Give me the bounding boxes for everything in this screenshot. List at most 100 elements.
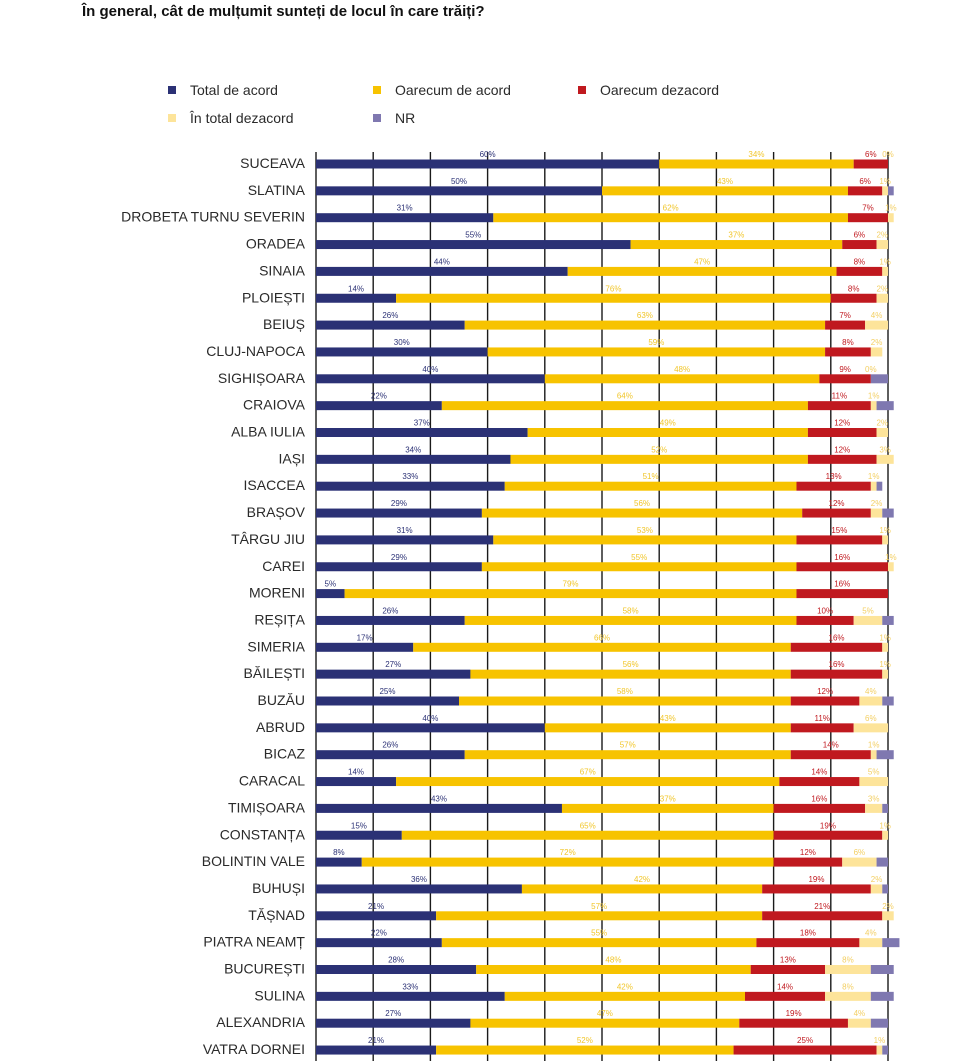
bar-segment-oarecum-dezacord [847, 213, 888, 223]
bar-segment-total-acord [316, 374, 545, 384]
bar-row: BĂILEȘTI 27% 56% 16% 1% [244, 660, 891, 681]
data-label-total-dezacord: 2% [876, 231, 888, 240]
bar-segment-oarecum-acord [396, 777, 780, 787]
bar-segment-total-acord [316, 777, 397, 787]
data-label-total-dezacord: 1% [879, 821, 891, 830]
data-label-oarecum-acord: 56% [623, 660, 639, 669]
legend-label-oarecum-dezacord: Oarecum dezacord [600, 82, 720, 98]
bar-row: ABRUD 40% 43% 11% 6% [256, 714, 888, 735]
bar-segment-oarecum-acord [441, 938, 757, 948]
data-label-total-acord: 36% [411, 875, 427, 884]
bar-segment-oarecum-dezacord [796, 481, 871, 491]
bar-segment-nr [870, 965, 894, 974]
bar-segment-total-acord [316, 347, 488, 357]
data-label-total-dezacord: 2% [871, 499, 883, 508]
bar-segment-oarecum-acord [436, 1045, 734, 1055]
bar-segment-oarecum-acord [413, 642, 791, 652]
category-label: ALEXANDRIA [216, 1014, 305, 1030]
data-label-total-dezacord: 2% [876, 419, 888, 428]
legend-item-total-dezacord: În total dezacord [168, 110, 294, 126]
bar-row: SULINA 33% 42% 14% 8% [254, 982, 894, 1003]
bar-segment-total-acord [316, 723, 545, 733]
data-label-oarecum-acord: 47% [597, 1009, 613, 1018]
bar-row: BUCUREȘTI 28% 48% 13% 8% [224, 956, 894, 977]
bar-segment-total-acord [316, 938, 442, 948]
data-label-oarecum-dezacord: 13% [826, 472, 842, 481]
bar-segment-oarecum-acord [659, 159, 854, 169]
bar-segment-oarecum-dezacord [750, 965, 826, 974]
legend-swatch-oarecum-acord [373, 86, 381, 94]
bar-segment-oarecum-acord [544, 723, 791, 733]
data-label-total-acord: 28% [388, 956, 404, 965]
legend-swatch-nr [373, 114, 381, 122]
bar-segment-oarecum-dezacord [796, 562, 888, 572]
category-label: BĂILEȘTI [244, 665, 305, 681]
data-label-total-dezacord: 1% [868, 741, 880, 750]
bar-segment-total-acord [316, 562, 482, 572]
data-label-oarecum-acord: 48% [674, 365, 690, 374]
data-label-total-acord: 31% [397, 526, 413, 535]
data-label-total-acord: 26% [382, 741, 398, 750]
bar-row: ORADEA 55% 37% 6% 2% [246, 231, 888, 252]
category-label: BUHUȘI [252, 880, 305, 896]
bar-segment-total-acord [316, 454, 511, 464]
bar-segment-total-acord [316, 266, 568, 276]
bar-row: DROBETA TURNU SEVERIN 31% 62% 7% 1% [121, 204, 897, 225]
grid-lines [315, 152, 889, 1061]
data-label-oarecum-dezacord: 8% [854, 257, 866, 266]
data-label-total-dezacord: 2% [882, 902, 894, 911]
bar-row: BICAZ 26% 57% 14% 1% [264, 741, 894, 762]
data-label-total-dezacord: 3% [879, 445, 891, 454]
category-label: BUCUREȘTI [224, 961, 305, 977]
data-label-total-acord: 30% [394, 338, 410, 347]
data-label-total-dezacord: 8% [842, 956, 854, 965]
data-label-oarecum-dezacord: 21% [814, 902, 830, 911]
data-label-oarecum-acord: 57% [591, 902, 607, 911]
bar-segment-total-dezacord [865, 803, 883, 813]
category-label: VATRA DORNEI [203, 1041, 305, 1057]
data-label-total-dezacord: 4% [865, 929, 877, 938]
data-label-oarecum-dezacord: 16% [834, 553, 850, 562]
data-label-oarecum-dezacord: 14% [811, 768, 827, 777]
bar-segment-nr [882, 615, 894, 625]
bar-segment-oarecum-acord [493, 535, 797, 545]
data-label-oarecum-dezacord: 11% [832, 392, 847, 401]
legend-label-oarecum-acord: Oarecum de acord [395, 82, 511, 98]
bar-segment-oarecum-dezacord [807, 428, 877, 437]
data-label-total-acord: 25% [379, 687, 395, 696]
data-label-oarecum-dezacord: 11% [815, 714, 830, 723]
bar-segment-nr [870, 1018, 888, 1028]
data-label-oarecum-dezacord: 16% [811, 794, 827, 803]
bar-row: SLATINA 50% 43% 6% 1% [248, 177, 894, 198]
bar-segment-total-dezacord [888, 213, 894, 223]
data-label-oarecum-dezacord: 12% [817, 687, 833, 696]
data-label-total-dezacord: 1% [879, 526, 891, 535]
data-label-oarecum-dezacord: 19% [820, 821, 836, 830]
data-label-oarecum-acord: 51% [643, 472, 659, 481]
data-label-oarecum-dezacord: 6% [859, 177, 871, 186]
bar-segment-nr [882, 938, 900, 948]
chart-title: În general, cât de mulțumit sunteți de l… [82, 3, 485, 20]
bar-segment-oarecum-acord [481, 508, 803, 518]
legend-swatch-oarecum-dezacord [578, 86, 586, 94]
bar-row: ISACCEA 33% 51% 13% 1% [244, 472, 883, 493]
bar-segment-oarecum-dezacord [762, 911, 883, 921]
category-label: MORENI [249, 585, 305, 601]
data-label-oarecum-dezacord: 6% [854, 231, 866, 240]
data-label-total-acord: 27% [385, 660, 401, 669]
bar-segment-total-acord [316, 401, 442, 411]
bar-segment-total-dezacord [882, 266, 888, 276]
bar-row: PIATRA NEAMȚ 22% 55% 18% 4% [203, 929, 900, 950]
bar-segment-total-dezacord [870, 347, 883, 357]
bar-segment-total-dezacord [870, 508, 883, 518]
bar-segment-nr [876, 481, 883, 491]
bar-segment-total-dezacord [859, 777, 888, 787]
bar-segment-oarecum-dezacord [796, 615, 854, 625]
bar-segment-oarecum-dezacord [739, 1018, 848, 1028]
bar-segment-oarecum-acord [630, 240, 843, 250]
bar-segment-oarecum-dezacord [790, 642, 883, 652]
bar-segment-oarecum-dezacord [819, 374, 871, 384]
data-label-oarecum-acord: 67% [580, 768, 596, 777]
bar-segment-oarecum-dezacord [733, 1045, 877, 1055]
bar-segment-oarecum-acord [401, 830, 774, 840]
